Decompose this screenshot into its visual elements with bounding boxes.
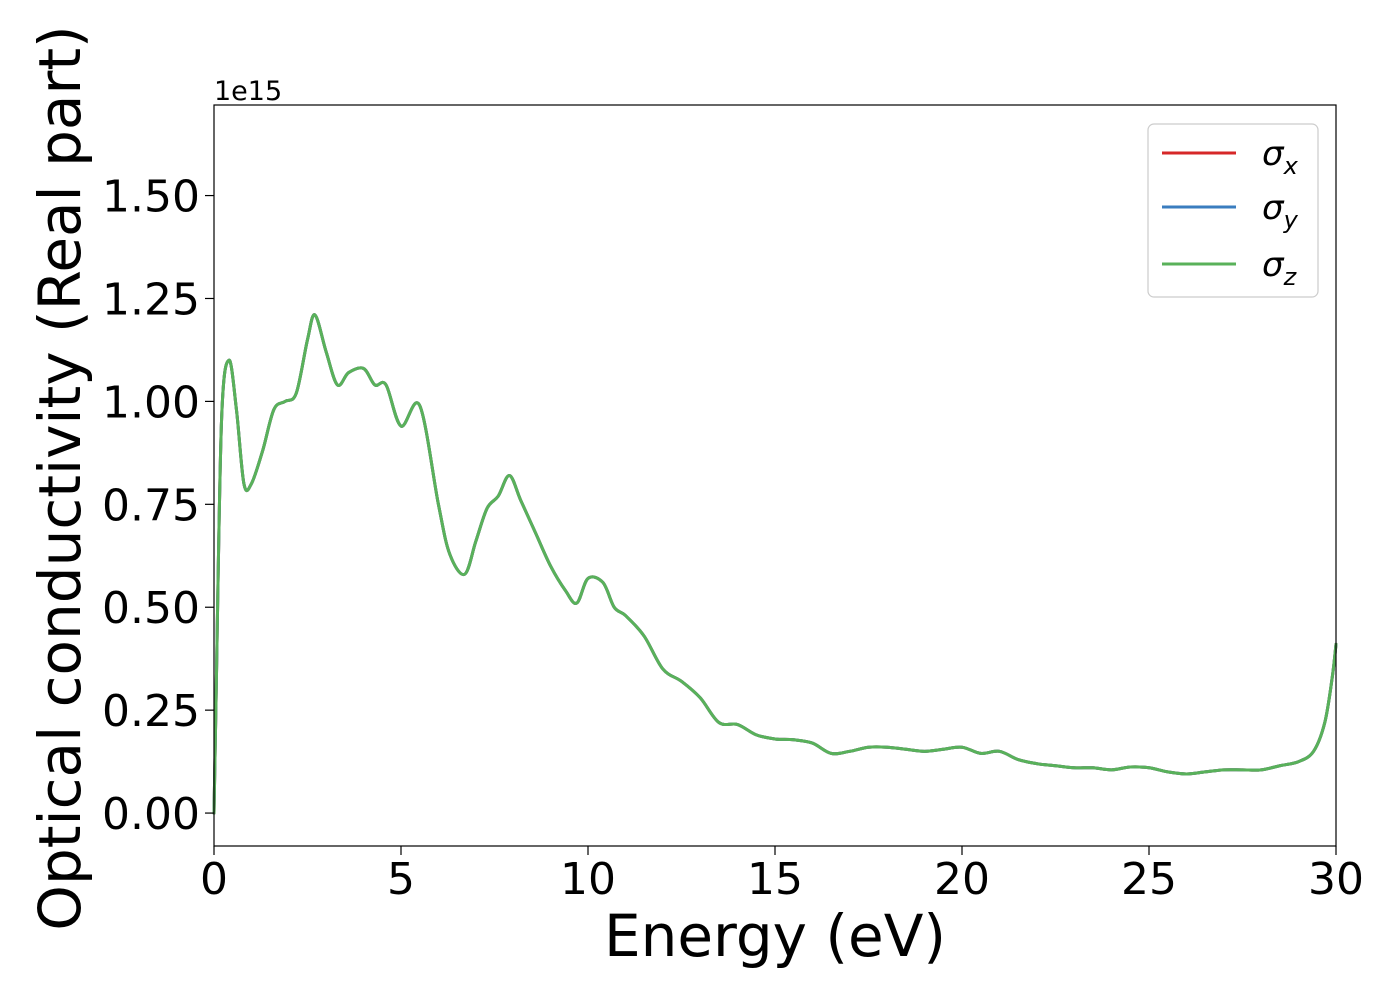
legend-entries: σx σy σz (1162, 134, 1299, 291)
x-axis-title: Energy (eV) (604, 902, 946, 970)
legend: σx σy σz (1147, 123, 1319, 298)
y-tick-label: 1.00 (102, 377, 200, 428)
legend-box (1147, 123, 1319, 298)
legend-label-x: σx (1262, 134, 1299, 180)
x-tick-label: 20 (934, 854, 990, 905)
x-tick-label: 0 (200, 854, 228, 905)
y-tick-label: 1.25 (102, 274, 200, 325)
series-layer (212, 313, 1338, 815)
y-tick-label: 0.75 (102, 480, 200, 531)
x-axis: 0 5 10 15 20 25 30 (200, 846, 1364, 905)
x-tick-label: 5 (387, 854, 415, 905)
legend-label-y: σy (1262, 188, 1299, 234)
y-tick-label: 0.25 (102, 686, 200, 737)
y-axis: 0.00 0.25 0.50 0.75 1.00 1.25 1.50 (102, 172, 214, 840)
y-tick-label: 0.50 (102, 583, 200, 634)
y-tick-label: 1.50 (102, 172, 200, 223)
x-tick-label: 10 (560, 854, 616, 905)
x-tick-label: 15 (747, 854, 803, 905)
plot-area (212, 104, 1338, 847)
legend-label-z: σz (1262, 245, 1298, 291)
series-line-sigma_z (212, 313, 1338, 815)
x-tick-label: 25 (1121, 854, 1177, 905)
x-tick-label: 30 (1308, 854, 1364, 905)
y-axis-title: Optical conductivity (Real part) (26, 25, 94, 930)
y-offset-label: 1e15 (214, 76, 282, 107)
y-tick-label: 0.00 (102, 789, 200, 840)
